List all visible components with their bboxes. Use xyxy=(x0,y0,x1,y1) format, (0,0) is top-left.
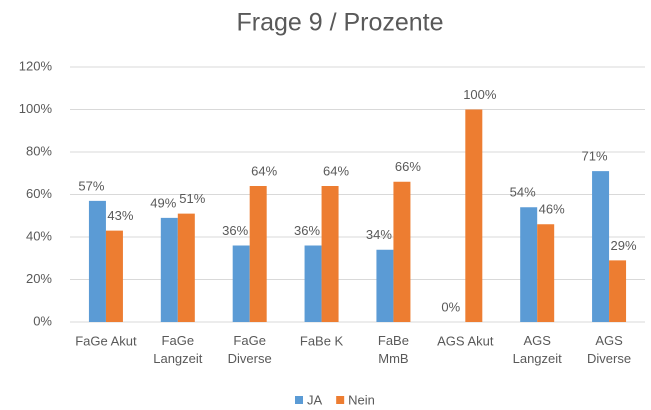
y-tick-label: 20% xyxy=(26,271,52,286)
data-label: 66% xyxy=(395,159,421,174)
data-label: 71% xyxy=(582,149,608,164)
bar xyxy=(232,245,250,322)
bar xyxy=(537,224,555,322)
y-tick-label: 40% xyxy=(26,228,52,243)
chart-title: Frage 9 / Prozente xyxy=(236,9,443,37)
x-tick-label: FaGe Akut xyxy=(75,333,137,348)
y-tick-label: 0% xyxy=(33,313,52,328)
y-tick-label: 100% xyxy=(19,101,53,116)
y-tick-label: 80% xyxy=(26,143,52,158)
bar xyxy=(376,249,394,322)
bar xyxy=(592,171,610,322)
bar xyxy=(393,181,411,322)
data-label: 36% xyxy=(294,223,320,238)
data-label: 49% xyxy=(150,195,176,210)
legend-swatch xyxy=(295,396,303,404)
bar xyxy=(609,260,627,322)
data-label: 64% xyxy=(251,163,277,178)
data-label: 29% xyxy=(611,238,637,253)
bar xyxy=(177,213,195,322)
data-label: 43% xyxy=(107,208,133,223)
x-tick-label: AGS Akut xyxy=(437,333,494,348)
bar xyxy=(160,217,178,322)
bar xyxy=(465,109,483,322)
legend-label: Nein xyxy=(348,392,375,407)
x-tick-label: FaGe Diverse xyxy=(228,333,272,366)
x-tick-label: FaBe K xyxy=(300,333,344,348)
bar xyxy=(520,207,538,322)
x-tick-label: AGS Diverse xyxy=(587,333,631,366)
data-label: 36% xyxy=(222,223,248,238)
legend-swatch xyxy=(336,396,345,404)
bar xyxy=(105,230,123,322)
bar xyxy=(249,186,267,322)
data-label: 54% xyxy=(510,185,536,200)
data-label: 46% xyxy=(539,202,565,217)
data-label: 0% xyxy=(441,299,460,314)
x-tick-label: FaBe MmB xyxy=(378,333,409,366)
data-label: 57% xyxy=(78,178,104,193)
data-label: 64% xyxy=(323,163,349,178)
data-label: 51% xyxy=(179,191,205,206)
x-tick-label: AGS Langzeit xyxy=(513,333,563,366)
bar xyxy=(88,200,106,322)
bar xyxy=(321,186,339,322)
legend-label: JA xyxy=(307,392,323,407)
bar xyxy=(304,245,322,322)
y-tick-label: 60% xyxy=(26,186,52,201)
data-label: 100% xyxy=(463,87,497,102)
data-label: 34% xyxy=(366,227,392,242)
y-tick-label: 120% xyxy=(19,58,53,73)
x-tick-label: FaGe Langzeit xyxy=(153,333,203,366)
